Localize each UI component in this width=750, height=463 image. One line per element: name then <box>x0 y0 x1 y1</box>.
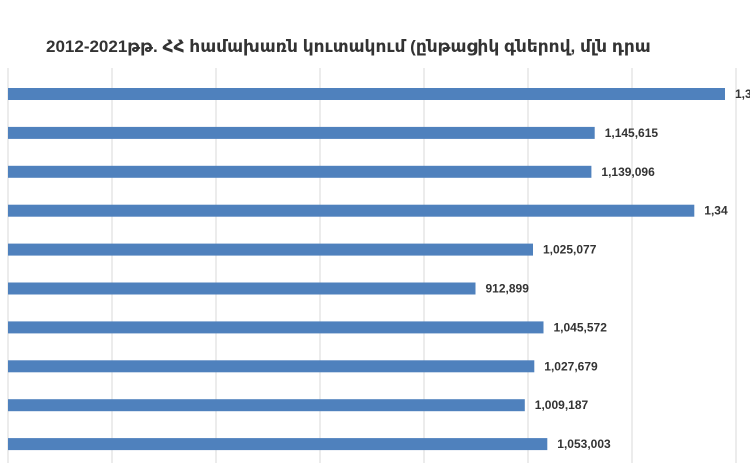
bar-label-4: 1,025,077 <box>543 243 597 257</box>
bar-label-3: 1,34 <box>704 204 728 218</box>
bar-1 <box>8 126 595 139</box>
bar-2 <box>8 165 592 178</box>
bar-9 <box>8 438 548 451</box>
chart-title: 2012-2021թթ. ՀՀ համախառն կուտակում (ընթա… <box>46 37 651 56</box>
bar-5 <box>8 282 476 295</box>
bar-label-2: 1,139,096 <box>601 165 655 179</box>
bar-label-9: 1,053,003 <box>557 437 611 451</box>
bar-0 <box>8 88 725 100</box>
bar-7 <box>8 360 535 373</box>
bar-label-7: 1,027,679 <box>544 359 598 373</box>
bar-4 <box>8 243 533 256</box>
bar-label-5: 912,899 <box>486 282 530 296</box>
bar-label-0: 1,3 <box>735 87 750 101</box>
bar-label-8: 1,009,187 <box>535 398 589 412</box>
bar-label-6: 1,045,572 <box>554 320 608 334</box>
bar-label-1: 1,145,615 <box>605 126 659 140</box>
bar-6 <box>8 321 544 334</box>
bar-3 <box>8 204 695 217</box>
bar-8 <box>8 399 525 412</box>
